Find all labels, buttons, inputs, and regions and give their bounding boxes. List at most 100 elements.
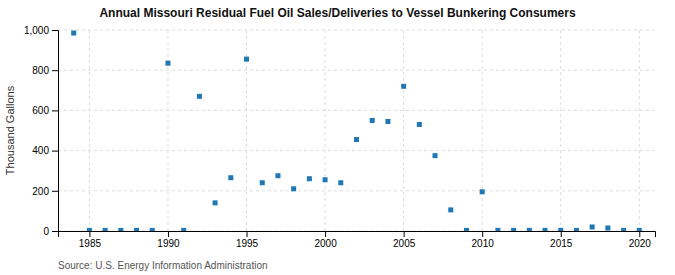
point bbox=[87, 228, 92, 231]
grid bbox=[58, 30, 655, 231]
point bbox=[150, 228, 155, 231]
point bbox=[448, 207, 453, 212]
grid-line-x bbox=[639, 30, 640, 231]
point bbox=[385, 119, 390, 124]
y-tick-label: 400 bbox=[32, 145, 49, 156]
chart: 1985 1990 1995 2000 2005 2010 2015 2020 0 200 400 6… bbox=[0, 0, 675, 275]
point bbox=[590, 224, 595, 229]
x-tick-label: 1995 bbox=[236, 238, 259, 249]
x-tick: 2000 bbox=[314, 231, 337, 249]
point bbox=[574, 228, 579, 231]
x-tick-label: 1985 bbox=[79, 238, 102, 249]
x-tick: 1985 bbox=[79, 231, 102, 249]
grid-line-y bbox=[58, 30, 655, 31]
y-axis: 0 200 400 600 800 1,000 bbox=[24, 25, 59, 237]
point bbox=[558, 228, 563, 231]
point bbox=[71, 31, 76, 36]
point bbox=[338, 180, 343, 185]
point bbox=[495, 228, 500, 231]
y-axis-line bbox=[52, 31, 59, 232]
point bbox=[275, 173, 280, 178]
x-tick-mark bbox=[168, 231, 169, 237]
x-tick-mark bbox=[482, 231, 483, 237]
point bbox=[417, 122, 422, 127]
x-tick-label: 2015 bbox=[550, 238, 573, 249]
y-tick: 400 bbox=[32, 145, 58, 156]
y-tick-label: 200 bbox=[32, 186, 49, 197]
y-tick-label: 800 bbox=[32, 65, 49, 76]
grid-line-y bbox=[58, 70, 655, 71]
point bbox=[605, 225, 610, 230]
x-tick-mark bbox=[247, 231, 248, 237]
y-tick: 800 bbox=[32, 65, 58, 76]
point bbox=[401, 84, 406, 89]
point bbox=[103, 228, 108, 231]
point bbox=[307, 176, 312, 181]
x-tick-label: 1990 bbox=[157, 238, 180, 249]
point bbox=[543, 228, 548, 231]
x-tick-label: 2020 bbox=[629, 238, 652, 249]
x-tick-mark bbox=[561, 231, 562, 237]
point bbox=[354, 137, 359, 142]
point bbox=[527, 228, 532, 231]
x-tick-label: 2005 bbox=[393, 238, 416, 249]
point bbox=[480, 189, 485, 194]
title: Annual Missouri Residual Fuel Oil Sales/… bbox=[99, 6, 575, 20]
grid-line-y bbox=[58, 110, 655, 111]
grid-line-x bbox=[89, 30, 90, 231]
grid-line-x bbox=[325, 30, 326, 231]
x-tick-mark bbox=[404, 231, 405, 237]
x-tick-mark bbox=[89, 231, 90, 237]
point bbox=[637, 228, 642, 231]
y-tick-mark bbox=[52, 151, 58, 152]
x-tick-label: 2000 bbox=[314, 238, 337, 249]
x-axis-line bbox=[59, 232, 656, 238]
point bbox=[134, 228, 139, 231]
point bbox=[213, 200, 218, 205]
y-tick-mark bbox=[52, 191, 58, 192]
y-tick-mark bbox=[52, 231, 58, 232]
point bbox=[197, 94, 202, 99]
grid-line-x bbox=[482, 30, 483, 231]
point bbox=[291, 186, 296, 191]
point bbox=[228, 175, 233, 180]
y-tick: 200 bbox=[32, 186, 58, 197]
source: Source: U.S. Energy Information Administ… bbox=[58, 260, 268, 271]
x-axis: 1985 1990 1995 2000 2005 2010 2015 2020 bbox=[59, 231, 656, 249]
y-tick: 600 bbox=[32, 105, 58, 116]
y-tick-mark bbox=[52, 30, 58, 31]
grid-line-x bbox=[403, 30, 404, 231]
x-tick-label: 2010 bbox=[472, 238, 495, 249]
y-tick: 0 bbox=[43, 226, 58, 237]
x-tick: 2020 bbox=[629, 231, 652, 249]
point bbox=[244, 57, 249, 62]
y-tick-label: 0 bbox=[43, 226, 49, 237]
point bbox=[260, 180, 265, 185]
point bbox=[621, 228, 626, 231]
point bbox=[433, 153, 438, 158]
y-tick-mark bbox=[52, 110, 58, 111]
y-tick-label: 1,000 bbox=[24, 25, 49, 36]
x-tick: 1995 bbox=[236, 231, 259, 249]
grid-line-x bbox=[560, 30, 561, 231]
grid-line-y bbox=[58, 190, 655, 191]
point bbox=[118, 228, 123, 231]
x-tick: 1990 bbox=[157, 231, 180, 249]
plot-area: 1985 1990 1995 2000 2005 2010 2015 2020 0 200 400 6… bbox=[24, 25, 656, 249]
x-tick-mark bbox=[325, 231, 326, 237]
y-axis-title: Thousand Gallons bbox=[4, 85, 16, 175]
x-tick-mark bbox=[639, 231, 640, 237]
y-tick-mark bbox=[52, 70, 58, 71]
point bbox=[511, 228, 516, 231]
y-tick: 1,000 bbox=[24, 25, 58, 36]
point bbox=[165, 61, 170, 66]
point bbox=[323, 177, 328, 182]
grid-line-x bbox=[167, 30, 168, 231]
grid-line-y bbox=[58, 150, 655, 151]
point bbox=[181, 228, 186, 231]
point bbox=[464, 228, 469, 231]
x-tick: 2005 bbox=[393, 231, 416, 249]
x-tick: 2010 bbox=[472, 231, 495, 249]
x-tick: 2015 bbox=[550, 231, 573, 249]
points bbox=[71, 31, 642, 231]
